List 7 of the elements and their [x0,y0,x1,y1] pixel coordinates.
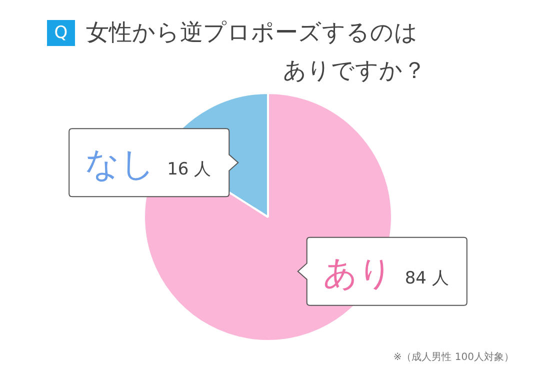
data-label: 16 人 [167,160,212,180]
slice-label: なし [85,144,156,185]
text: ※（成人男性 100人対象） [393,350,514,364]
slice-label: あり [322,253,393,294]
data-label: 84 人 [404,268,449,288]
chart-title: 女性から逆プロポーズするのはありですか？ [86,19,426,86]
text: Q [47,20,75,46]
